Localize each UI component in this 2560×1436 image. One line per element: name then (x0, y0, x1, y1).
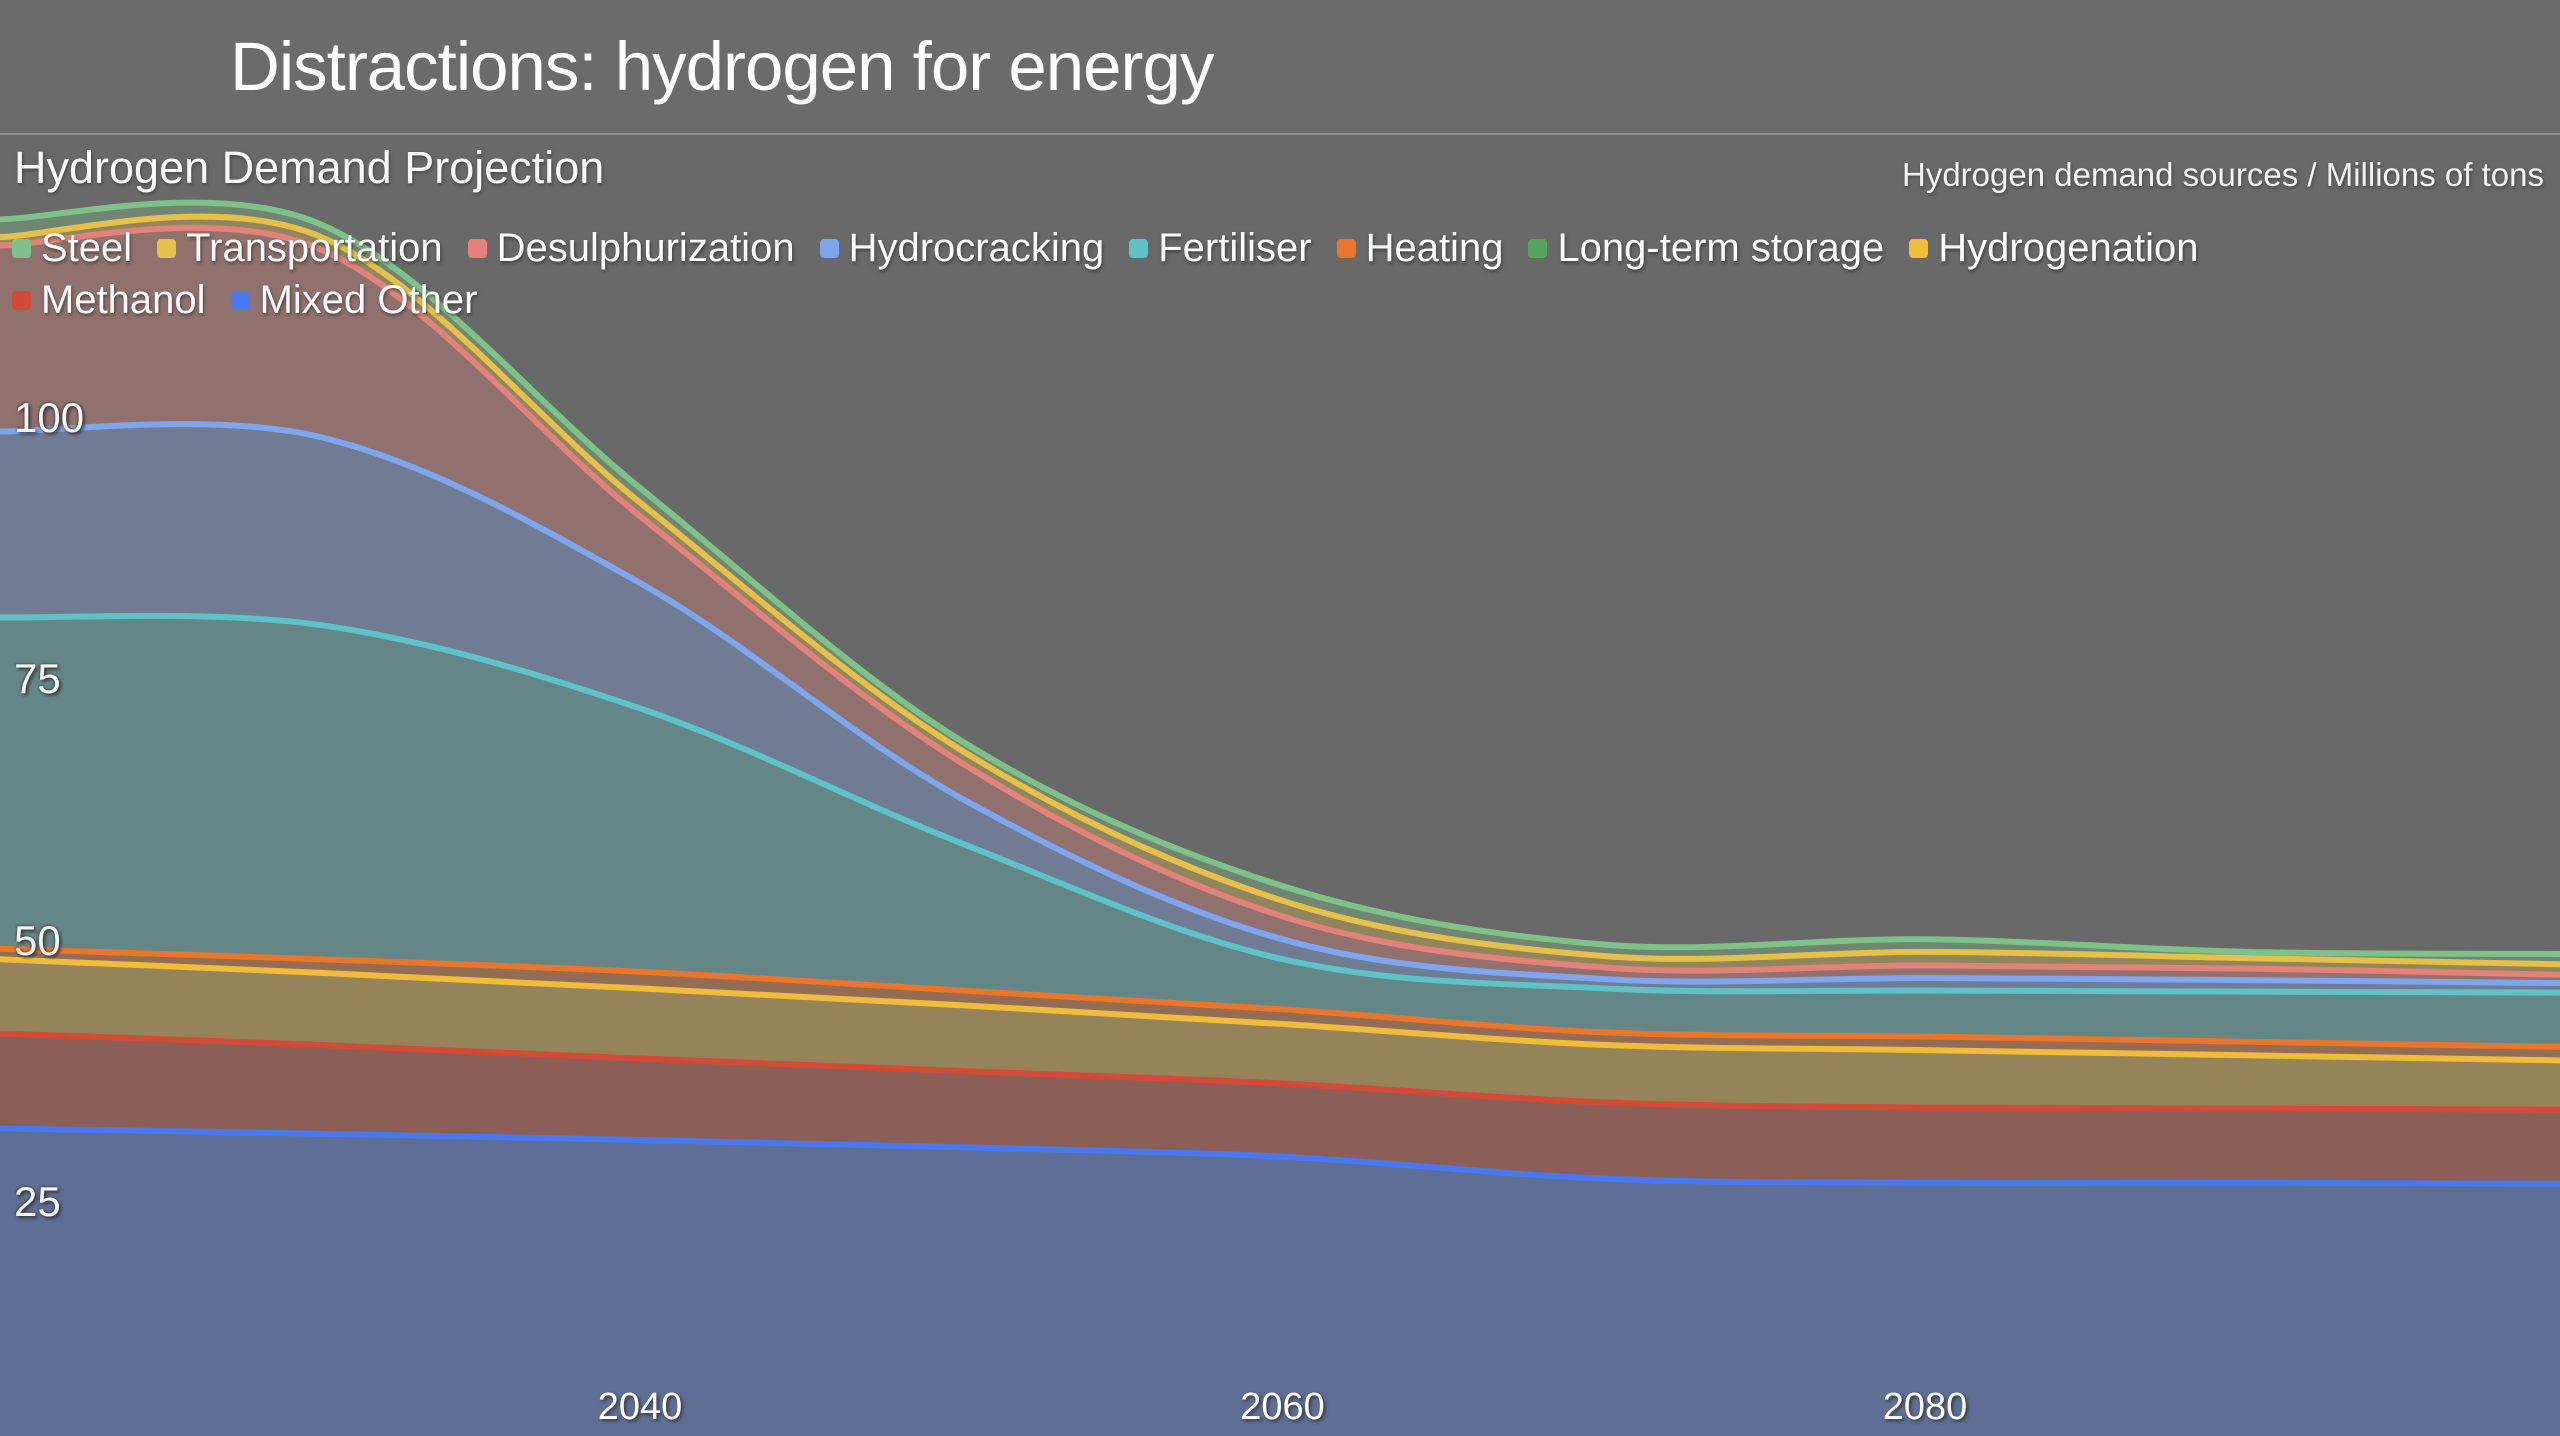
legend-label: Fertiliser (1158, 225, 1312, 270)
legend-label: Steel (41, 225, 133, 270)
legend-item-heating: Heating (1336, 225, 1504, 271)
legend-label: Transportation (186, 225, 443, 270)
area-heating (0, 948, 2560, 1061)
chart-units-caption: Hydrogen demand sources / Millions of to… (1902, 156, 2544, 193)
legend-item-fertiliser: Fertiliser (1129, 225, 1312, 271)
chart-header: Hydrogen Demand Projection Hydrogen dema… (14, 142, 2544, 194)
legend-item-long-term-storage: Long-term storage (1528, 226, 1884, 271)
legend-label: Mixed Other (259, 277, 478, 322)
legend-row-2: Methanol Mixed Other (12, 274, 2554, 326)
area-methanol (0, 1033, 2560, 1184)
line-hydrogenation (0, 956, 2560, 1064)
legend-swatch-icon (1909, 238, 1929, 258)
slide-title-bar: Distractions: hydrogen for energy (0, 0, 2560, 135)
line-methanol (0, 1030, 2560, 1113)
legend-label: Hydrocracking (848, 225, 1105, 270)
legend-row-1: Steel Transportation Desulphurization Hydro… (12, 222, 2554, 274)
area-hydrocracking (0, 424, 2560, 993)
legend-item-hydrocracking: Hydrocracking (819, 225, 1105, 271)
y-tick-100: 100 (14, 394, 85, 441)
y-tick-50: 50 (14, 916, 61, 964)
legend-swatch-icon (1336, 238, 1356, 258)
legend-label: Heating (1365, 225, 1504, 270)
y-tick-75: 75 (14, 655, 61, 703)
line-desulphurization (0, 224, 2560, 978)
legend-swatch-icon (157, 238, 177, 258)
legend-label: Desulphurization (496, 225, 795, 270)
slide-title: Distractions: hydrogen for energy (230, 28, 1214, 105)
legend-swatch-icon (230, 290, 250, 310)
x-tick-2080: 2080 (1882, 1386, 1968, 1428)
area-hydrogenation (0, 959, 2560, 1110)
area-mixed-other (0, 1128, 2560, 1436)
chart-title: Hydrogen Demand Projection (14, 142, 605, 193)
chart-legend: Steel Transportation Desulphurization Hydro… (12, 222, 2554, 326)
x-tick-2040: 2040 (597, 1386, 683, 1428)
legend-swatch-icon (467, 238, 487, 258)
area-fertiliser (0, 615, 2560, 1047)
legend-swatch-icon (12, 238, 31, 258)
legend-label: Hydrogenation (1938, 225, 2199, 270)
area-desulphurization (0, 227, 2560, 984)
legend-item-steel: Steel (12, 226, 132, 271)
y-tick-25: 25 (14, 1177, 61, 1225)
legend-item-mixed-other: Mixed Other (230, 277, 478, 323)
legend-item-methanol: Methanol (12, 278, 206, 323)
line-transportation (0, 213, 2560, 968)
legend-swatch-icon (1129, 238, 1149, 258)
x-tick-2060: 2060 (1240, 1386, 1325, 1428)
legend-label: Methanol (41, 277, 206, 322)
legend-label: Long-term storage (1557, 225, 1885, 270)
legend-swatch-icon (1528, 238, 1548, 258)
legend-swatch-icon (12, 290, 31, 310)
legend-item-transportation: Transportation (157, 225, 443, 271)
legend-item-hydrogenation: Hydrogenation (1909, 226, 2198, 271)
legend-item-desulphurization: Desulphurization (467, 225, 795, 271)
line-fertiliser (0, 612, 2560, 996)
line-mixed-other (0, 1125, 2560, 1187)
line-hydrocracking (0, 421, 2560, 987)
legend-swatch-icon (819, 238, 839, 258)
line-heating (0, 945, 2560, 1050)
line-steel (0, 199, 2560, 957)
